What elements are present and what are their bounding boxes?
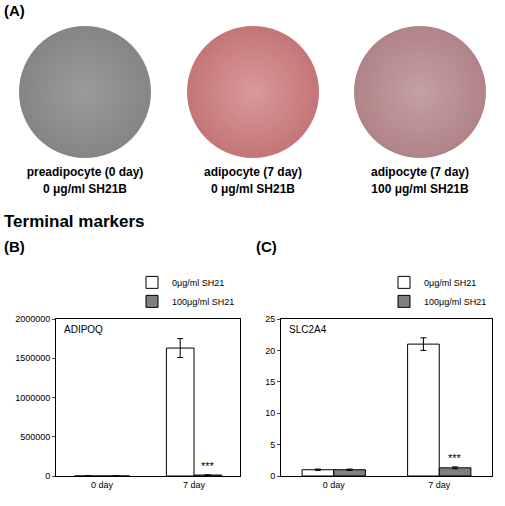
svg-text:2000000: 2000000 [15,314,50,324]
svg-text:0: 0 [270,471,275,481]
html-text:(A): (A) [4,2,25,19]
html-text:preadipocyte (0 day): preadipocyte (0 day) [26,165,144,179]
svg-text:***: *** [201,460,215,472]
svg-text:15: 15 [265,377,275,387]
html-text:(B): (B) [4,238,25,255]
html-text:0 μg/ml SH21B: 0 μg/ml SH21B [211,182,295,196]
svg-text:5: 5 [270,440,275,450]
html-text:Terminal markers: Terminal markers [4,212,145,231]
svg-text:0μg/ml SH21: 0μg/ml SH21 [424,278,476,288]
svg-text:0: 0 [45,471,50,481]
svg-text:***: *** [448,452,462,464]
svg-text:7 day: 7 day [428,480,451,490]
svg-text:100μg/ml SH21: 100μg/ml SH21 [424,297,486,307]
svg-text:0μg/ml SH21: 0μg/ml SH21 [172,278,224,288]
svg-text:0 day: 0 day [323,480,346,490]
svg-text:500000: 500000 [20,432,50,442]
html-text:0 μg/ml SH21B: 0 μg/ml SH21B [43,182,127,196]
svg-text:7 day: 7 day [183,480,206,490]
svg-text:10: 10 [265,408,275,418]
svg-text:1000000: 1000000 [15,393,50,403]
html-text:adipocyte (7 day): adipocyte (7 day) [204,165,302,179]
svg-text:1500000: 1500000 [15,353,50,363]
svg-text:0 day: 0 day [91,480,114,490]
svg-text:ADIPOQ: ADIPOQ [64,324,103,335]
svg-text:100μg/ml SH21: 100μg/ml SH21 [172,297,234,307]
svg-text:SLC2A4: SLC2A4 [289,324,327,335]
svg-text:25: 25 [265,314,275,324]
html-text:100 μg/ml SH21B: 100 μg/ml SH21B [371,182,469,196]
html-text:(C): (C) [256,238,277,255]
html-text:adipocyte (7 day): adipocyte (7 day) [371,165,469,179]
svg-text:20: 20 [265,346,275,356]
